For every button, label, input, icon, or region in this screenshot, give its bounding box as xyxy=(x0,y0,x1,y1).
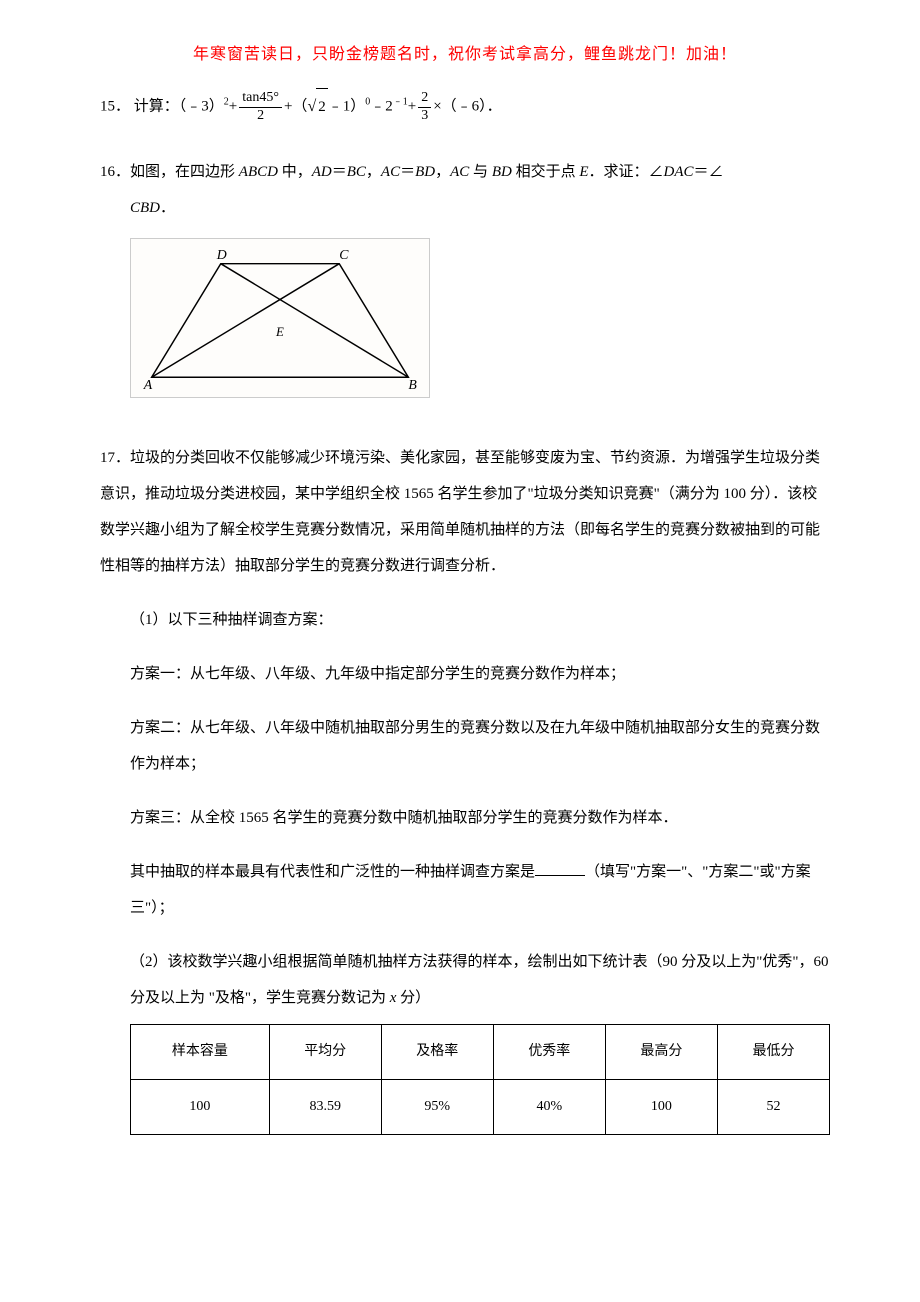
q15-prefix: 计算：（﹣3） xyxy=(134,99,224,115)
q16-bd2: BD xyxy=(492,164,512,180)
question-15: 15． 计算：（﹣3）2+tan45°2+（√2﹣1）0﹣2﹣1+23×（﹣6）… xyxy=(100,88,830,126)
sqrt-icon: √ xyxy=(307,88,316,126)
th-2: 及格率 xyxy=(381,1025,493,1080)
q15-frac2: 23 xyxy=(418,90,431,125)
th-1: 平均分 xyxy=(269,1025,381,1080)
table-header-row: 样本容量 平均分 及格率 优秀率 最高分 最低分 xyxy=(131,1025,830,1080)
td-1: 83.59 xyxy=(269,1079,381,1134)
header-banner: 年寒窗苦读日，只盼金榜题名时，祝你考试拿高分，鲤鱼跳龙门！加油！ xyxy=(100,40,830,64)
q17-table: 样本容量 平均分 及格率 优秀率 最高分 最低分 100 83.59 95% 4… xyxy=(130,1024,830,1134)
td-5: 52 xyxy=(717,1079,829,1134)
q15-sqrt: √2 xyxy=(307,88,327,126)
diagram-label-d: D xyxy=(216,247,227,262)
q16-text1b: 中， xyxy=(278,164,312,180)
q15-frac2-num: 2 xyxy=(418,90,431,108)
q17-plan3: 方案三：从全校 1565 名学生的竞赛分数中随机抽取部分学生的竞赛分数作为样本． xyxy=(130,800,830,836)
q16-with: 与 xyxy=(469,164,492,180)
td-0: 100 xyxy=(131,1079,270,1134)
q15-frac2-den: 3 xyxy=(418,108,431,125)
q17-question1: 其中抽取的样本最具有代表性和广泛性的一种抽样调查方案是（填写"方案一"、"方案二… xyxy=(130,854,830,926)
blank-line xyxy=(535,860,585,876)
td-4: 100 xyxy=(605,1079,717,1134)
q15-plus1: + xyxy=(229,99,237,115)
question-17: 17．垃圾的分类回收不仅能够减少环境污染、美化家园，甚至能够变废为宝、节约资源．… xyxy=(100,440,830,1134)
q16-e: E xyxy=(579,164,588,180)
diagram-label-b: B xyxy=(408,377,417,392)
q16-comma1: ， xyxy=(366,164,381,180)
q16-eq3: ＝∠ xyxy=(694,164,724,180)
q16-dac: DAC xyxy=(664,164,694,180)
question-16: 16．如图，在四边形 ABCD 中，AD＝BC，AC＝BD，AC 与 BD 相交… xyxy=(100,154,830,412)
q15-plus3: + xyxy=(408,99,416,115)
q17-plan1: 方案一：从七年级、八年级、九年级中指定部分学生的竞赛分数作为样本； xyxy=(130,656,830,692)
q16-period: ． xyxy=(160,200,175,216)
q17-sub1-label: （1）以下三种抽样调查方案： xyxy=(130,602,830,638)
q17-sub2: （2）该校数学兴趣小组根据简单随机抽样方法获得的样本，绘制出如下统计表（90 分… xyxy=(130,944,830,1016)
td-2: 95% xyxy=(381,1079,493,1134)
q15-frac1: tan45°2 xyxy=(239,90,282,125)
q16-bc: BC xyxy=(347,164,366,180)
q16-ac: AC xyxy=(381,164,400,180)
q15-exp3: ﹣1 xyxy=(393,97,408,108)
q17-number: 17． xyxy=(100,450,130,466)
q16-comma2: ， xyxy=(435,164,450,180)
q17-para1: 垃圾的分类回收不仅能够减少环境污染、美化家园，甚至能够变废为宝、节约资源．为增强… xyxy=(100,450,820,574)
th-5: 最低分 xyxy=(717,1025,829,1080)
q16-eq1: ＝ xyxy=(332,164,347,180)
q15-number: 15． xyxy=(100,99,130,115)
q17-q1a: 其中抽取的样本最具有代表性和广泛性的一种抽样调查方案是 xyxy=(130,864,535,880)
q15-frac1-den: 2 xyxy=(254,108,267,125)
th-0: 样本容量 xyxy=(131,1025,270,1080)
q16-text1c: 相交于点 xyxy=(512,164,580,180)
diagram-label-e: E xyxy=(275,325,284,339)
q15-sqrt-val: 2 xyxy=(316,88,328,125)
q16-number: 16． xyxy=(100,164,130,180)
th-4: 最高分 xyxy=(605,1025,717,1080)
q17-plan2: 方案二：从七年级、八年级中随机抽取部分男生的竞赛分数以及在九年级中随机抽取部分女… xyxy=(130,710,830,782)
diagram-label-c: C xyxy=(339,247,349,262)
q15-lparen: （ xyxy=(292,99,307,115)
q16-diagram: A B D C E xyxy=(130,238,830,412)
q15-frac1-num: tan45° xyxy=(239,90,282,108)
q16-text1d: ．求证：∠ xyxy=(589,164,664,180)
table-row: 100 83.59 95% 40% 100 52 xyxy=(131,1079,830,1134)
q16-ad: AD xyxy=(312,164,332,180)
q16-bd: BD xyxy=(415,164,435,180)
diagram-label-a: A xyxy=(143,377,153,392)
q15-minus2: ﹣2 xyxy=(370,99,393,115)
q17-sub2-text: （2）该校数学兴趣小组根据简单随机抽样方法获得的样本，绘制出如下统计表（90 分… xyxy=(130,954,829,1006)
q16-cbd: CBD xyxy=(130,200,160,216)
q15-times: ×（﹣6）． xyxy=(433,99,501,115)
td-3: 40% xyxy=(493,1079,605,1134)
q15-minus1: ﹣1） xyxy=(328,99,366,115)
th-3: 优秀率 xyxy=(493,1025,605,1080)
q16-ac2: AC xyxy=(450,164,469,180)
q17-sub2-end: 分） xyxy=(396,990,430,1006)
q16-eq2: ＝ xyxy=(400,164,415,180)
q16-abcd: ABCD xyxy=(239,164,278,180)
q16-text1a: 如图，在四边形 xyxy=(130,164,239,180)
